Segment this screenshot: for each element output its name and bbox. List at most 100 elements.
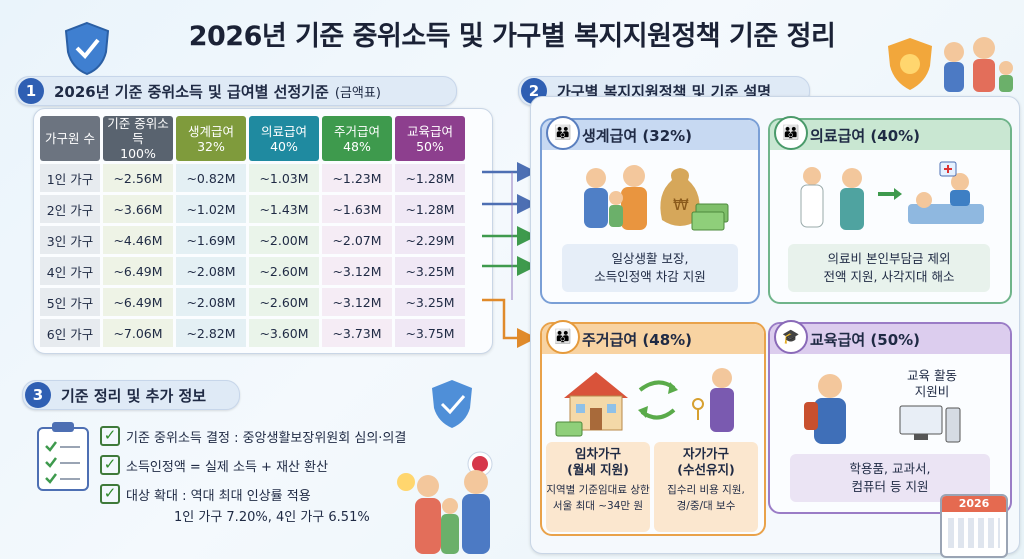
card-housing-header: 👪 주거급여 (48%)	[542, 320, 764, 354]
table-cell: ~1.23M	[322, 164, 392, 192]
table-cell: ~1.69M	[176, 226, 246, 254]
rent-desc-line1: 지역별 기준임대료 상한	[546, 484, 650, 496]
calendar-icon: 2026	[940, 494, 1008, 558]
section1-number: 1	[18, 78, 44, 104]
table-cell: ~1.28M	[395, 195, 465, 223]
table-cell: ~2.60M	[249, 288, 319, 316]
own-title-line1: 자가가구	[682, 446, 729, 461]
table-cell: ~2.60M	[249, 257, 319, 285]
checkbox-icon: ✓	[100, 426, 120, 446]
section1-header: 1 2026년 기준 중위소득 및 급여별 선정기준 (금액표)	[15, 76, 457, 106]
family-shield-illustration	[397, 380, 493, 554]
table-cell: ~1.63M	[322, 195, 392, 223]
card-housing-title: 주거급여 (48%)	[582, 330, 693, 349]
computer-icon	[899, 405, 961, 443]
clipboard-icon	[37, 422, 89, 491]
section3-title: 기준 정리 및 추가 정보	[61, 386, 207, 405]
table-cell: ~3.60M	[249, 319, 319, 347]
section1-subtitle: (금액표)	[334, 85, 381, 101]
table-cell: ~3.66M	[103, 195, 173, 223]
card-education: 🎓 교육급여 (50%) 교육 활동 지원비 학용품, 교과서, 컴퓨터 등 지…	[768, 320, 1012, 514]
checkbox-icon: ✓	[100, 455, 120, 475]
table-cell: ~3.25M	[395, 288, 465, 316]
table-cell: ~3.25M	[395, 257, 465, 285]
card-housing-rent: 임차가구 (월세 지원) 지역별 기준임대료 상한 서울 최대 ~34만 원	[546, 442, 650, 532]
header-label: 가구원 수	[45, 131, 95, 146]
calendar-year: 2026	[942, 496, 1006, 512]
table-cell: ~1.28M	[395, 164, 465, 192]
education-note-line1: 교육 활동	[907, 368, 957, 383]
card-medical-desc: 의료비 본인부담금 제외 전액 지원, 사각지대 해소	[788, 244, 990, 292]
row-household-label: 2인 가구	[40, 195, 100, 223]
card-medical-desc-line1: 의료비 본인부담금 제외	[827, 251, 951, 266]
parent-child-icon: 👪	[546, 320, 580, 354]
header-percent: 100%	[120, 146, 156, 161]
hospital-illustration	[800, 161, 984, 230]
family-icon	[888, 37, 1013, 92]
income-table: 가구원 수 기준 중위소득 100% 생계급여 32% 의료급여 40% 주거급여 48% 교육급…	[37, 113, 468, 350]
card-medical-desc-line2: 전액 지원, 사각지대 해소	[823, 269, 955, 284]
row-household-label: 5인 가구	[40, 288, 100, 316]
table-cell: ~4.46M	[103, 226, 173, 254]
own-title-line2: (수선유지)	[677, 462, 735, 477]
parent-child-icon: 👪	[774, 116, 808, 150]
checkbox-icon: ✓	[100, 484, 120, 504]
graduate-icon: 🎓	[774, 320, 808, 354]
header-percent: 48%	[343, 138, 371, 154]
table-body: 1인 가구 ~2.56M ~0.82M ~1.03M ~1.23M ~1.28M 2인 가구…	[40, 164, 465, 347]
table-cell: ~7.06M	[103, 319, 173, 347]
header-label: 의료급여	[260, 123, 307, 139]
table-row: 2인 가구 ~3.66M ~1.02M ~1.43M ~1.63M ~1.28M	[40, 195, 465, 223]
header-label: 주거급여	[333, 123, 380, 139]
shield-check-icon	[64, 21, 110, 76]
table-cell: ~2.56M	[103, 164, 173, 192]
table-row: 1인 가구 ~2.56M ~0.82M ~1.03M ~1.23M ~1.28M	[40, 164, 465, 192]
card-living-header: 👪 생계급여 (32%)	[542, 116, 758, 150]
checklist-item: ✓ 소득인정액 = 실제 소득 + 재산 환산	[100, 455, 440, 475]
card-education-header: 🎓 교육급여 (50%)	[770, 320, 1010, 354]
table-cell: ~2.07M	[322, 226, 392, 254]
own-desc-line1: 집수리 비용 지원,	[667, 484, 745, 496]
family-money-illustration: ₩	[584, 165, 729, 231]
table-row: 5인 가구 ~6.49M ~2.08M ~2.60M ~3.12M ~3.25M	[40, 288, 465, 316]
table-row: 3인 가구 ~4.46M ~1.69M ~2.00M ~2.07M ~2.29M	[40, 226, 465, 254]
header-percent: 50%	[416, 138, 444, 154]
education-note: 교육 활동 지원비	[882, 368, 982, 400]
table-cell: ~2.08M	[176, 257, 246, 285]
header-column: 생계급여 32%	[176, 116, 246, 161]
checklist-item-text: 기준 중위소득 결정 : 중앙생활보장위원회 심의·의결	[126, 430, 407, 446]
section3-number: 3	[25, 382, 51, 408]
table-cell: ~2.82M	[176, 319, 246, 347]
svg-text:₩: ₩	[673, 195, 689, 214]
checklist-item-continuation: 1인 가구 7.20%, 4인 가구 6.51%	[174, 510, 370, 525]
card-housing-own: 자가가구 (수선유지) 집수리 비용 지원, 경/중/대 보수	[654, 442, 758, 532]
header-column: 주거급여 48%	[322, 116, 392, 161]
student-illustration	[804, 374, 846, 444]
header-label: 생계급여	[187, 123, 234, 139]
checklist-item: ✓ 기준 중위소득 결정 : 중앙생활보장위원회 심의·의결	[100, 426, 440, 446]
income-table-panel: 가구원 수 기준 중위소득 100% 생계급여 32% 의료급여 40% 주거급여 48% 교육급…	[33, 108, 493, 354]
page-title: 2026년 기준 중위소득 및 가구별 복지지원정책 기준 정리	[188, 21, 836, 52]
house-key-illustration	[555, 368, 734, 437]
table-cell: ~0.82M	[176, 164, 246, 192]
card-living: 👪 생계급여 (32%) ₩ 일상생활 보장, 소득인정액 차감 지원	[540, 116, 760, 304]
rent-desc-line2: 서울 최대 ~34만 원	[552, 500, 644, 512]
table-cell: ~2.29M	[395, 226, 465, 254]
own-desc-line2: 경/중/대 보수	[676, 500, 736, 512]
row-household-label: 6인 가구	[40, 319, 100, 347]
table-cell: ~1.02M	[176, 195, 246, 223]
table-header-row: 가구원 수 기준 중위소득 100% 생계급여 32% 의료급여 40% 주거급여 48% 교육급…	[40, 116, 465, 161]
card-education-title: 교육급여 (50%)	[810, 330, 921, 349]
card-education-desc-line2: 컴퓨터 등 지원	[851, 479, 929, 494]
rent-title-line2: (월세 지원)	[567, 462, 629, 477]
table-cell: ~2.00M	[249, 226, 319, 254]
card-medical-header: 👪 의료급여 (40%)	[770, 116, 1010, 150]
header-label: 교육급여	[406, 123, 453, 139]
education-note-line2: 지원비	[914, 384, 950, 399]
section1-title: 2026년 기준 중위소득 및 급여별 선정기준	[54, 82, 329, 101]
checklist-item-text: 대상 확대 : 역대 최대 인상률 적용	[126, 488, 311, 504]
header-percent: 40%	[270, 138, 298, 154]
header-household-size: 가구원 수	[40, 116, 100, 161]
header-percent: 32%	[197, 138, 225, 154]
card-medical-title: 의료급여 (40%)	[810, 126, 921, 145]
